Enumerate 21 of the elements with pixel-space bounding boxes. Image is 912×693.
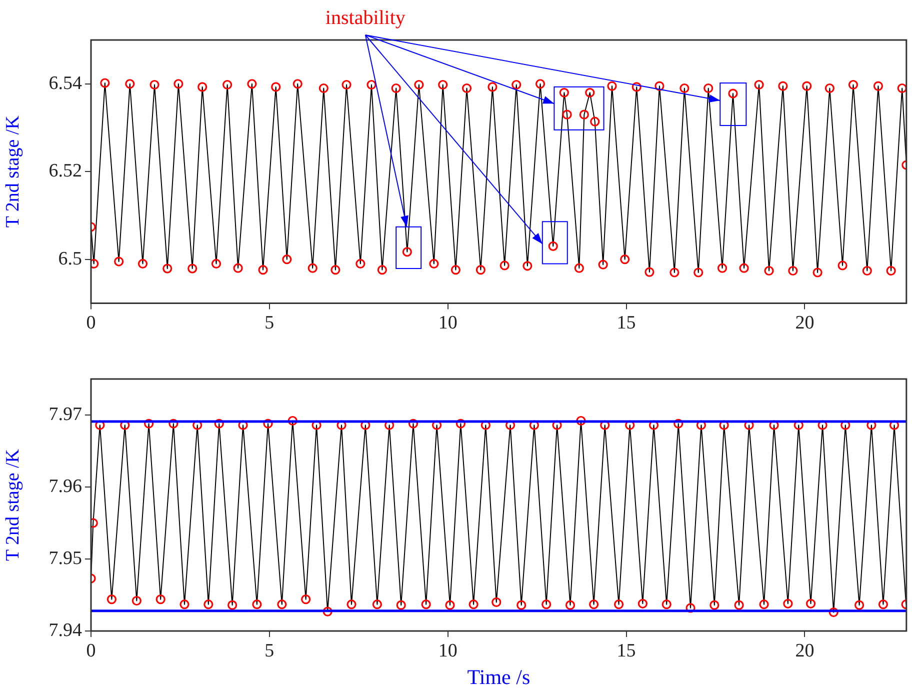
y-axis-title: T 2nd stage /K — [2, 448, 24, 562]
y-tick-label: 7.94 — [48, 620, 82, 641]
annotation: instability — [325, 7, 406, 29]
y-tick-label: 7.97 — [48, 404, 82, 425]
x-tick-label: 10 — [438, 312, 458, 334]
x-tick-label: 15 — [616, 640, 636, 662]
x-axis-title: Time /s — [467, 664, 530, 689]
x-tick-label: 15 — [616, 312, 636, 334]
x-tick-label: 20 — [795, 640, 814, 662]
x-tick-label: 20 — [795, 312, 814, 334]
y-tick-label: 6.52 — [48, 160, 82, 182]
y-tick-label: 6.5 — [58, 248, 82, 270]
x-tick-label: 5 — [264, 640, 274, 662]
y-tick-label: 7.95 — [48, 548, 82, 569]
x-tick-label: 0 — [86, 640, 96, 662]
x-tick-label: 10 — [438, 640, 458, 662]
x-tick-label: 5 — [264, 312, 274, 334]
y-axis-title: T 2nd stage /K — [2, 115, 24, 228]
y-tick-label: 6.54 — [48, 72, 82, 94]
x-tick-label: 0 — [86, 312, 96, 334]
y-tick-label: 7.96 — [48, 476, 82, 497]
